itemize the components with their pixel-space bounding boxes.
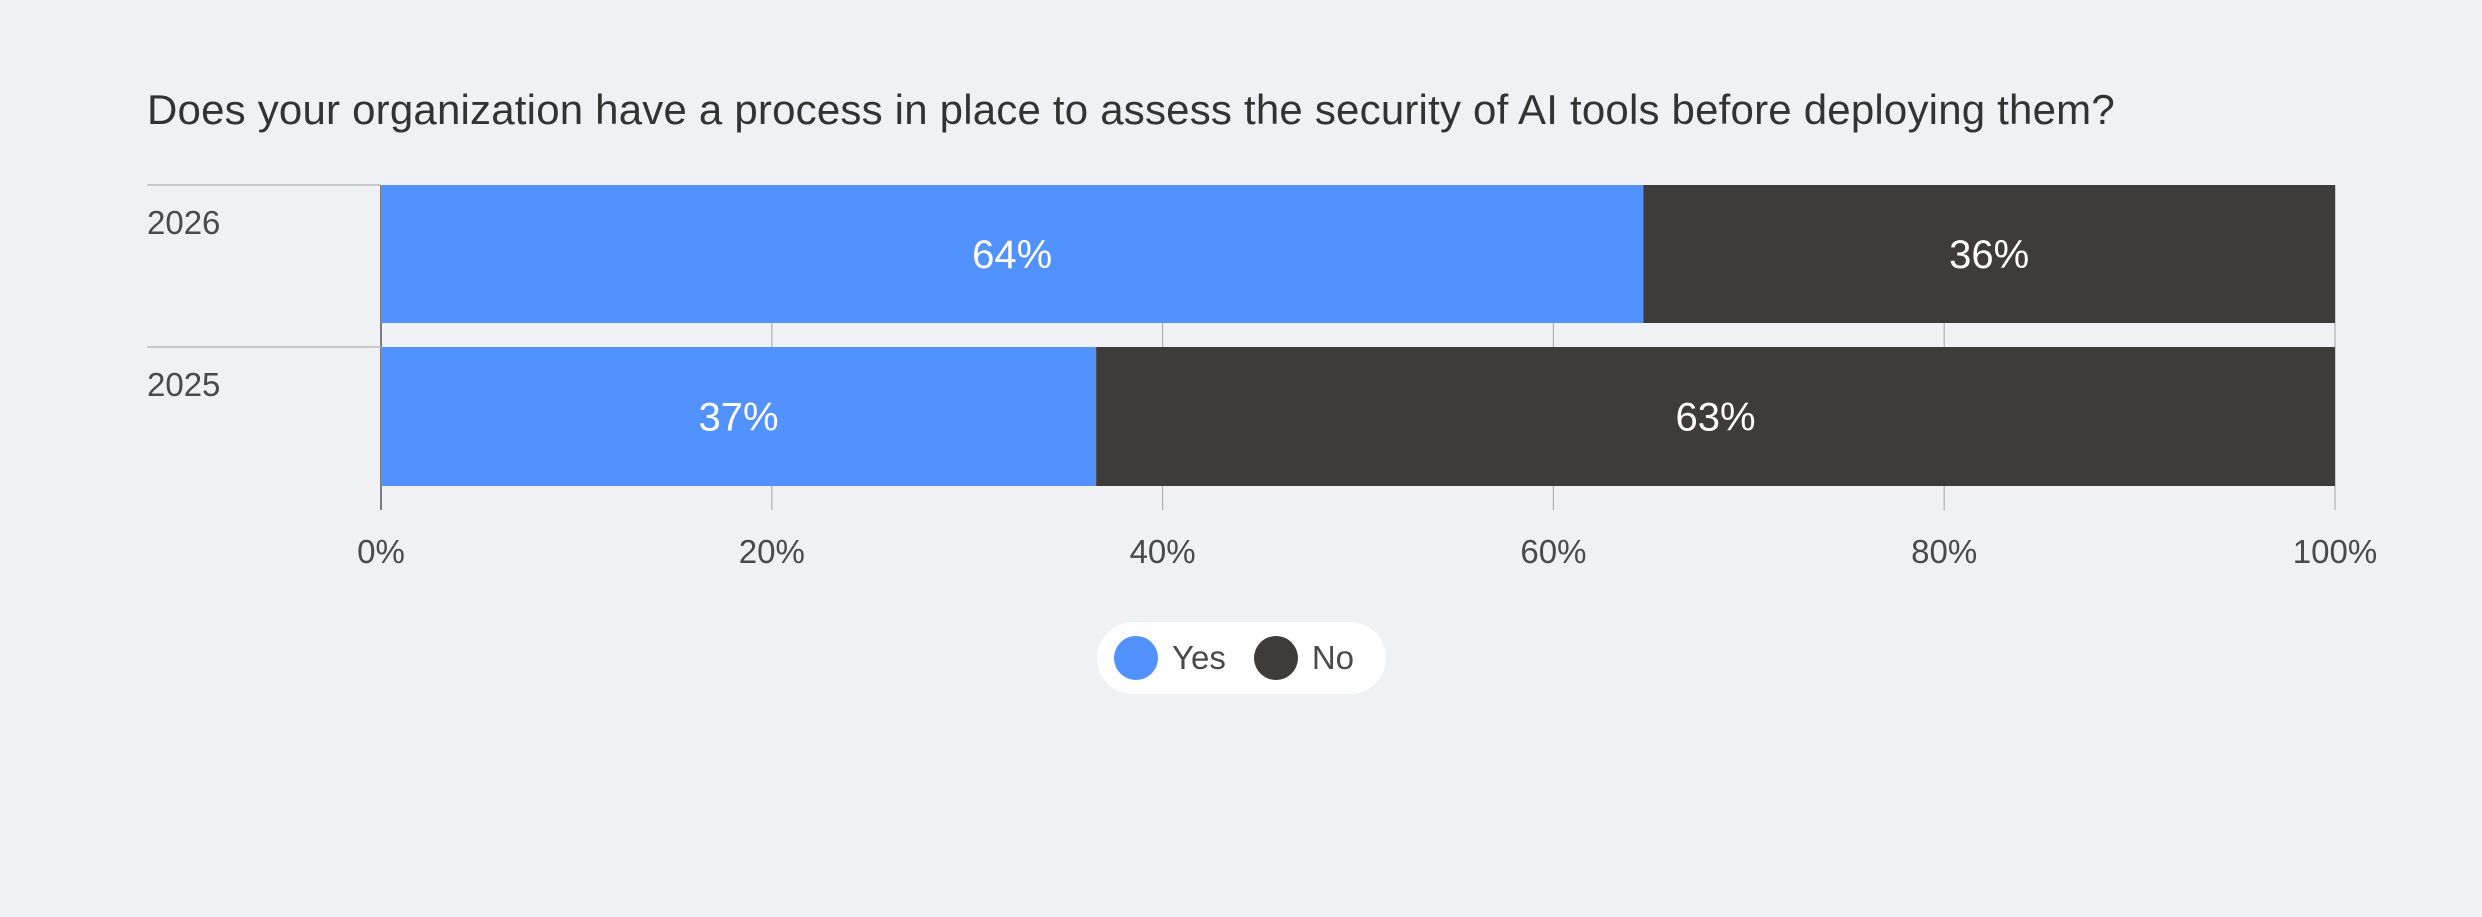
chart-title: Does your organization have a process in… bbox=[147, 86, 2115, 133]
legend-label-no: No bbox=[1311, 639, 1355, 676]
x-tick-label-100: 100% bbox=[2293, 533, 2377, 570]
legend-swatch-no bbox=[1253, 636, 1298, 680]
bar-yes-2025 bbox=[381, 347, 1097, 486]
legend-item-yes[interactable]: Yes bbox=[1114, 636, 1226, 680]
bar-label-no-2025: 63% bbox=[1676, 396, 1756, 440]
bar-yes-2026 bbox=[381, 185, 1644, 323]
x-tick-label-60: 60% bbox=[1520, 533, 1586, 570]
x-tick-label-40: 40% bbox=[1130, 533, 1196, 570]
x-tick-label-20: 20% bbox=[739, 533, 805, 570]
bar-label-yes-2026: 64% bbox=[972, 233, 1052, 277]
bar-no-2025 bbox=[1096, 347, 2335, 486]
category-label-2025: 2025 bbox=[147, 366, 220, 403]
x-tick-label-0: 0% bbox=[357, 533, 405, 570]
legend-item-no[interactable]: No bbox=[1253, 636, 1355, 680]
category-label-2026: 2026 bbox=[147, 204, 220, 241]
bar-label-yes-2025: 37% bbox=[699, 396, 779, 440]
legend-label-yes: Yes bbox=[1172, 639, 1226, 676]
legend: Yes No bbox=[1097, 622, 1386, 694]
x-tick-label-80: 80% bbox=[1911, 533, 1977, 570]
bar-label-no-2026: 36% bbox=[1949, 233, 2029, 277]
legend-swatch-yes bbox=[1114, 636, 1158, 680]
bar-no-2026 bbox=[1643, 185, 2335, 323]
